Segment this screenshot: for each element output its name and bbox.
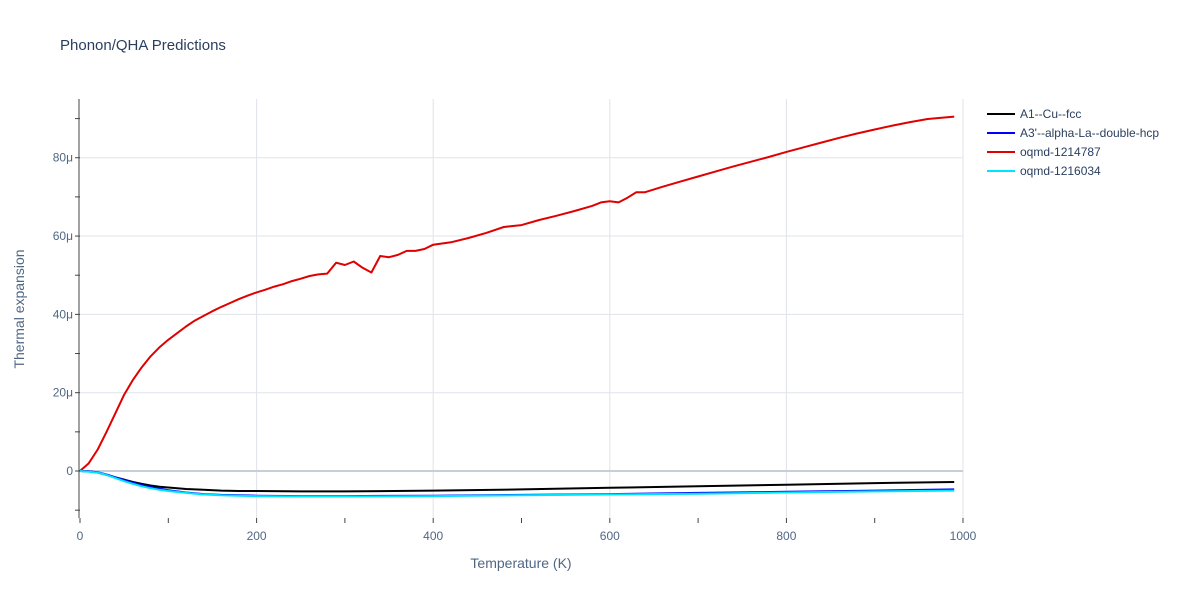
legend-label: A1--Cu--fcc: [1020, 107, 1081, 121]
series-line[interactable]: [79, 470, 955, 493]
y-tick-label: 20μ: [53, 386, 73, 400]
x-axis-ticks: 0 200 400 600 800 1000: [77, 518, 977, 543]
y-tick-label: 80μ: [53, 151, 73, 165]
legend: A1--Cu--fcc A3'--alpha-La--double-hcp oqmd…: [987, 107, 1159, 178]
legend-item[interactable]: oqmd-1214787: [987, 145, 1101, 159]
legend-item[interactable]: A1--Cu--fcc: [987, 107, 1081, 121]
x-tick-label: 200: [247, 529, 267, 543]
legend-label: oqmd-1216034: [1020, 164, 1101, 178]
series-line[interactable]: [79, 115, 955, 472]
y-tick-label: 40μ: [53, 307, 73, 321]
x-tick-label: 400: [423, 529, 443, 543]
grid: [80, 99, 964, 518]
legend-item[interactable]: oqmd-1216034: [987, 164, 1101, 178]
legend-label: A3'--alpha-La--double-hcp: [1020, 126, 1159, 140]
x-tick-label: 800: [776, 529, 796, 543]
x-tick-label: 0: [77, 529, 84, 543]
y-axis-ticks: 0 20μ 40μ 60μ 80μ: [53, 118, 80, 511]
plot-area[interactable]: [79, 115, 955, 498]
legend-label: oqmd-1214787: [1020, 145, 1101, 159]
legend-item[interactable]: A3'--alpha-La--double-hcp: [987, 126, 1159, 140]
x-axis-title: Temperature (K): [470, 555, 571, 571]
y-tick-label: 0: [66, 464, 73, 478]
x-tick-label: 1000: [950, 529, 977, 543]
y-tick-label: 60μ: [53, 229, 73, 243]
y-axis-title: Thermal expansion: [11, 249, 27, 368]
series-line[interactable]: [79, 470, 955, 498]
x-tick-label: 600: [600, 529, 620, 543]
chart-title: Phonon/QHA Predictions: [60, 37, 226, 54]
